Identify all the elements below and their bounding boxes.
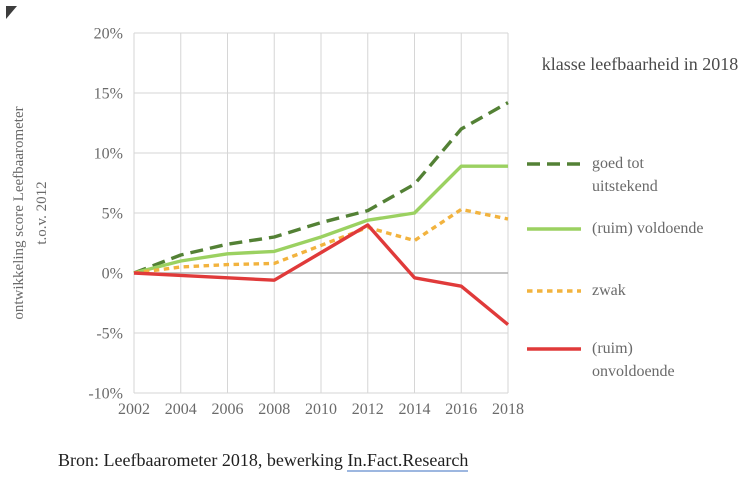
series-line-3 (133, 223, 510, 326)
legend-item-3: (ruim) onvoldoende (525, 337, 755, 383)
y-axis-title-line2: t.o.v. 2012 (33, 181, 50, 245)
x-tick-label: 2016 (445, 401, 477, 418)
legend-line-sample (527, 227, 581, 231)
source-caption: Bron: Leefbaarometer 2018, bewerking In.… (58, 450, 718, 472)
x-tick-label: 2006 (212, 401, 244, 418)
x-tick-label: 2008 (258, 401, 290, 418)
legend-item-label: (ruim) onvoldoende (592, 340, 675, 380)
y-tick-label: 20% (94, 26, 123, 43)
source-caption-text: Bron: Leefbaarometer 2018, bewerking (58, 450, 348, 470)
screenshot-corner-artifact (6, 6, 17, 19)
y-tick-label: 0% (102, 266, 123, 283)
legend-line-sample (527, 347, 581, 351)
legend-line-sample (527, 162, 581, 166)
y-tick-label: -10% (88, 386, 123, 403)
x-tick-label: 2018 (492, 401, 524, 418)
legend-item-2: zwak (525, 279, 755, 303)
series-line-1 (133, 164, 508, 275)
series-line-2 (133, 207, 509, 275)
x-tick-label: 2012 (352, 401, 384, 418)
legend-line-sample (527, 289, 581, 293)
legend-item-label: zwak (592, 282, 626, 299)
source-caption-link[interactable]: In.Fact.Research (347, 450, 469, 472)
legend-item-0: goed tot uitstekend (525, 152, 755, 198)
y-axis-title-line1: ontwikkeling score Leefbaarometer (11, 106, 27, 320)
y-tick-label: -5% (96, 326, 123, 343)
y-tick-label: 15% (94, 86, 123, 103)
legend-item-1: (ruim) voldoende (525, 217, 755, 241)
legend-item-label: (ruim) voldoende (592, 220, 704, 237)
x-tick-label: 2002 (118, 401, 150, 418)
y-axis-title: ontwikkeling score Leefbaarometer t.o.v.… (8, 33, 56, 393)
x-tick-label: 2004 (165, 401, 197, 418)
x-tick-label: 2010 (305, 401, 337, 418)
x-tick-label: 2014 (399, 401, 431, 418)
series-line-0 (133, 101, 509, 275)
legend-item-label: goed tot uitstekend (592, 155, 658, 195)
legend: klasse leefbaarheid in 2018 goed tot uit… (525, 52, 755, 392)
y-tick-label: 5% (102, 206, 123, 223)
y-tick-label: 10% (94, 146, 123, 163)
legend-title: klasse leefbaarheid in 2018 (541, 54, 739, 74)
